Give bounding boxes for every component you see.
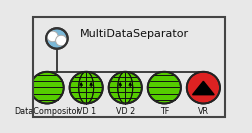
Ellipse shape	[47, 31, 58, 42]
Text: MultiDataSeparator: MultiDataSeparator	[80, 29, 190, 39]
Ellipse shape	[148, 72, 181, 103]
Ellipse shape	[109, 72, 142, 103]
Text: DataCompositor: DataCompositor	[14, 107, 80, 116]
Ellipse shape	[56, 35, 67, 46]
Text: VR: VR	[198, 107, 209, 116]
Ellipse shape	[46, 28, 68, 49]
Text: VD 2: VD 2	[116, 107, 135, 116]
Text: TF: TF	[160, 107, 169, 116]
Ellipse shape	[70, 72, 103, 103]
Text: VD 1: VD 1	[77, 107, 96, 116]
Polygon shape	[193, 81, 214, 95]
Ellipse shape	[30, 72, 64, 103]
Ellipse shape	[187, 72, 220, 103]
